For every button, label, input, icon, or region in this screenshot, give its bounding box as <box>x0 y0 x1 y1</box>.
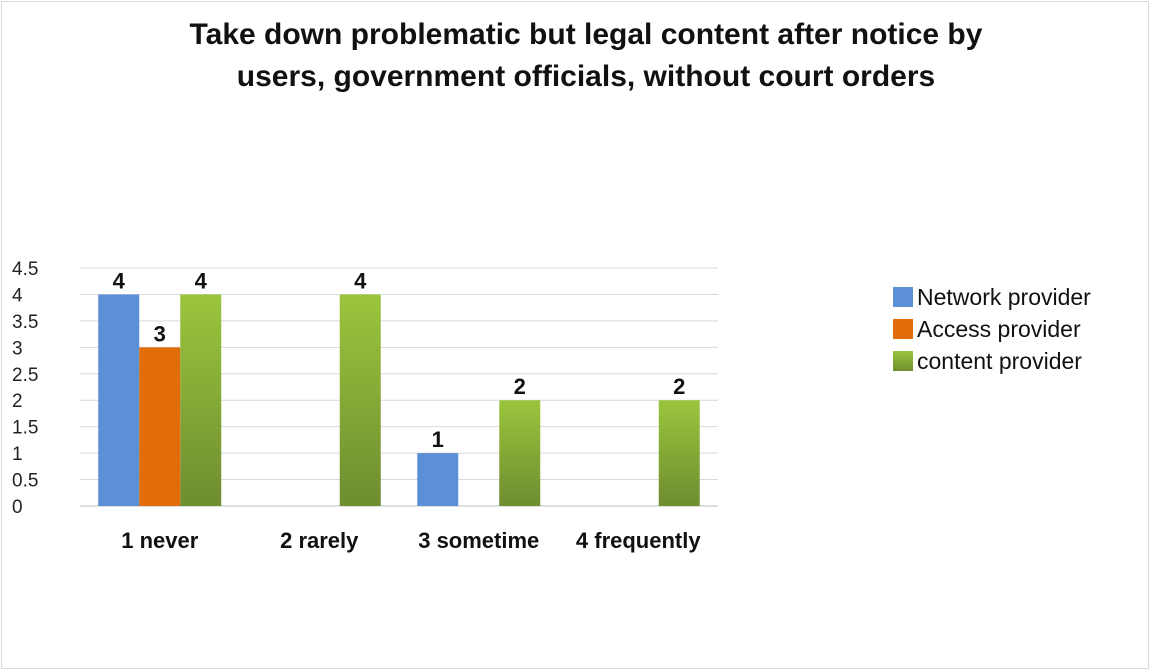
chart-title: Take down problematic but legal content … <box>0 14 1152 98</box>
x-tick-label: 2 rarely <box>280 528 359 553</box>
y-tick-label: 2.5 <box>12 365 38 386</box>
legend-label: Access provider <box>917 315 1081 342</box>
y-tick-label: 4.5 <box>12 259 38 280</box>
legend-label: content provider <box>917 347 1082 374</box>
y-tick-label: 2 <box>12 391 23 412</box>
x-tick-label: 1 never <box>121 528 198 553</box>
chart-title-line-2: users, government officials, without cou… <box>236 60 936 93</box>
legend-label: Network provider <box>917 283 1091 310</box>
legend: Network provider Access provider content… <box>893 281 1091 377</box>
bar-network-provider <box>98 294 140 506</box>
legend-item-content-provider: content provider <box>893 345 1091 377</box>
y-tick-label: 1 <box>12 444 23 465</box>
bar-content-provider <box>499 400 541 506</box>
legend-item-network-provider: Network provider <box>893 281 1091 313</box>
data-label: 2 <box>514 374 526 399</box>
y-axis-tick-labels: 0 0.5 1 1.5 2 2.5 3 3.5 4 4.5 <box>12 259 38 518</box>
y-tick-label: 3.5 <box>12 312 38 333</box>
x-tick-label: 4 frequently <box>576 528 701 553</box>
data-label: 2 <box>673 374 685 399</box>
data-label: 4 <box>113 268 126 293</box>
bar-content-provider <box>180 294 222 506</box>
data-labels: 4 3 4 4 1 2 2 <box>113 268 686 452</box>
y-tick-label: 4 <box>12 285 23 306</box>
legend-swatch-access-provider <box>893 319 913 339</box>
bar-content-provider <box>658 400 700 506</box>
legend-swatch-network-provider <box>893 287 913 307</box>
x-tick-label: 3 sometime <box>418 528 539 553</box>
x-axis-tick-labels: 1 never 2 rarely 3 sometime 4 frequently <box>121 528 701 553</box>
legend-item-access-provider: Access provider <box>893 313 1091 345</box>
bar-access-provider <box>139 347 181 506</box>
data-label: 4 <box>354 268 367 293</box>
bars <box>98 294 700 506</box>
data-label: 3 <box>154 321 166 346</box>
data-label: 1 <box>432 427 444 452</box>
bar-content-provider <box>339 294 381 506</box>
y-tick-label: 0.5 <box>12 471 38 492</box>
y-tick-label: 1.5 <box>12 418 38 439</box>
y-tick-label: 0 <box>12 497 23 518</box>
bar-network-provider <box>417 453 459 506</box>
chart-title-line-1: Take down problematic but legal content … <box>189 18 983 51</box>
data-label: 4 <box>195 268 208 293</box>
y-tick-label: 3 <box>12 338 23 359</box>
legend-swatch-content-provider <box>893 351 913 371</box>
